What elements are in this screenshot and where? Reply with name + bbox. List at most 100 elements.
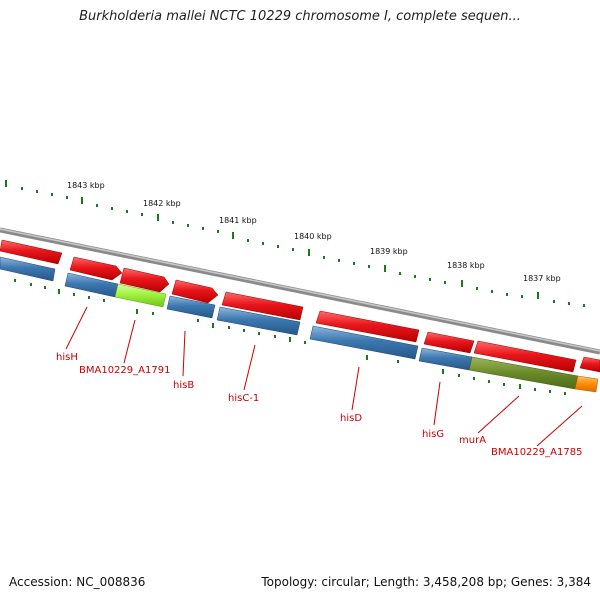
label-leader [351, 366, 360, 411]
inner-tick [458, 374, 460, 377]
gene-label-BMA10229_A1791[interactable]: BMA10229_A1791 [79, 365, 170, 376]
scale-major-tick [157, 214, 159, 221]
inner-tick [30, 283, 32, 286]
inner-tick [549, 390, 551, 393]
forward-gene[interactable] [171, 279, 219, 304]
reverse-gene[interactable] [216, 306, 301, 336]
inner-tick [212, 323, 214, 328]
scale-major-tick [537, 292, 539, 299]
forward-gene[interactable] [423, 331, 475, 354]
inner-tick [519, 384, 521, 389]
accession-text: Accession: NC_008836 [9, 575, 146, 589]
scale-minor-tick [323, 256, 325, 259]
gene-label-hisH[interactable]: hisH [56, 352, 78, 363]
scale-minor-tick [399, 272, 401, 275]
gene-label-hisG[interactable]: hisG [422, 429, 444, 440]
scale-minor-tick [583, 304, 585, 307]
scale-major-tick [81, 197, 83, 204]
gene-label-hisD[interactable]: hisD [340, 413, 362, 424]
scale-minor-tick [247, 239, 249, 242]
scale-major-tick [5, 180, 7, 187]
reverse-gene-highlight[interactable] [114, 283, 167, 308]
inner-tick [103, 299, 105, 302]
inner-tick [397, 360, 399, 363]
scale-minor-tick [444, 281, 446, 284]
inner-tick [243, 329, 245, 332]
forward-gene[interactable] [69, 256, 123, 281]
label-leader [433, 381, 441, 426]
inner-tick [274, 335, 276, 338]
inner-tick [88, 296, 90, 299]
scale-minor-tick [172, 221, 174, 224]
scale-minor-tick [414, 275, 416, 278]
forward-gene[interactable] [119, 267, 170, 293]
label-leader [536, 405, 583, 447]
inner-tick [564, 392, 566, 395]
scale-minor-tick [506, 293, 508, 296]
label-leader [477, 395, 520, 434]
scale-minor-tick [521, 295, 523, 298]
scale-minor-tick [21, 187, 23, 190]
reverse-gene-orange[interactable] [574, 375, 599, 393]
forward-gene[interactable] [315, 310, 420, 343]
scale-major-tick [461, 280, 463, 287]
forward-gene[interactable] [579, 356, 600, 373]
topology-text: Topology: circular; Length: 3,458,208 bp… [261, 575, 591, 589]
scale-label: 1839 kbp [370, 247, 408, 256]
scale-minor-tick [568, 302, 570, 305]
inner-tick [473, 377, 475, 380]
inner-tick [73, 293, 75, 296]
scale-minor-tick [491, 290, 493, 293]
gene-label-BMA10229_A1785[interactable]: BMA10229_A1785 [491, 447, 582, 458]
label-leader [243, 344, 256, 391]
scale-minor-tick [187, 224, 189, 227]
scale-minor-tick [36, 190, 38, 193]
inner-tick [258, 332, 260, 335]
scale-ruler [5, 180, 585, 307]
gene-label-hisB[interactable]: hisB [173, 380, 194, 391]
inner-tick [152, 312, 154, 315]
scale-minor-tick [126, 210, 128, 213]
forward-gene[interactable] [0, 239, 63, 265]
scale-minor-tick [141, 213, 143, 216]
reverse-gene[interactable] [166, 295, 216, 319]
inner-tick [503, 383, 505, 386]
scale-label: 1843 kbp [67, 181, 105, 190]
reverse-gene[interactable] [309, 325, 419, 360]
gene-label-murA[interactable]: murA [459, 435, 486, 446]
reverse-strand [0, 256, 599, 393]
scale-minor-tick [96, 204, 98, 207]
inner-tick [136, 309, 138, 314]
inner-tick [442, 369, 444, 374]
inner-tick [488, 380, 490, 383]
scale-major-tick [308, 249, 310, 256]
inner-ruler [14, 279, 566, 395]
scale-minor-tick [292, 248, 294, 251]
scale-major-tick [232, 232, 234, 239]
inner-tick [289, 337, 291, 342]
label-leader [123, 319, 136, 364]
reverse-gene[interactable] [0, 256, 56, 282]
scale-minor-tick [51, 193, 53, 196]
gene-label-hisC-1[interactable]: hisC-1 [228, 393, 259, 404]
inner-tick [44, 286, 46, 289]
scale-minor-tick [66, 196, 68, 199]
scale-label: 1842 kbp [143, 199, 181, 208]
inner-tick [228, 326, 230, 329]
scale-minor-tick [553, 300, 555, 303]
inner-tick [14, 279, 16, 282]
scale-label: 1840 kbp [294, 232, 332, 241]
inner-tick [366, 355, 368, 360]
scale-minor-tick [429, 278, 431, 281]
map-title: Burkholderia mallei NCTC 10229 chromosom… [79, 9, 521, 24]
scale-minor-tick [476, 287, 478, 290]
inner-tick [197, 319, 199, 322]
label-leader [182, 330, 186, 377]
scale-minor-tick [353, 262, 355, 265]
forward-gene[interactable] [221, 291, 304, 321]
scale-minor-tick [217, 230, 219, 233]
scale-minor-tick [202, 227, 204, 230]
forward-gene[interactable] [473, 340, 577, 373]
